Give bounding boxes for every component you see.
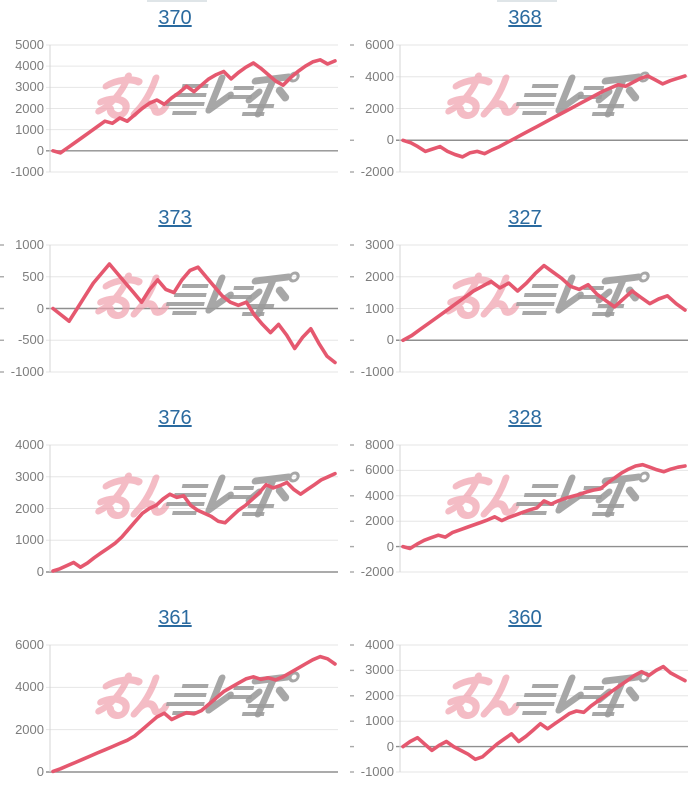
cropped-element-artifact	[497, 0, 557, 2]
edge-tick-artifact	[0, 244, 4, 246]
minrepo-watermark-icon	[98, 73, 299, 116]
machine-number-link[interactable]: 327	[508, 207, 542, 229]
profit-line	[401, 664, 687, 762]
edge-tick-artifact	[350, 695, 354, 697]
cropped-element-artifact	[147, 0, 207, 2]
chart-title: 328	[350, 407, 700, 430]
edge-tick-artifact	[350, 276, 354, 278]
edge-tick-artifact	[350, 444, 354, 446]
profit-line	[51, 654, 337, 774]
edge-tick-artifact	[350, 339, 354, 341]
machine-number-link[interactable]: 368	[508, 7, 542, 29]
line-chart-plot	[46, 444, 338, 573]
chart-card: 368 6000 4000 2000 0 -2000	[350, 0, 700, 200]
minrepo-watermark-icon	[448, 673, 649, 716]
chart-title: 373	[0, 207, 350, 230]
edge-tick-artifact	[350, 44, 354, 46]
edge-tick-artifact	[350, 669, 354, 672]
chart-title: 360	[350, 607, 700, 630]
edge-tick-artifact	[350, 545, 354, 548]
edge-tick-artifact	[350, 520, 354, 522]
line-chart-plot	[350, 44, 688, 173]
edge-tick-artifact	[350, 76, 354, 78]
line-chart-plot	[350, 444, 688, 573]
chart-card: 376 4000 3000 2000 1000 0	[0, 400, 350, 600]
edge-tick-artifact	[0, 371, 4, 373]
edge-tick-artifact	[350, 495, 354, 497]
chart-card: 360 4000 3000 2000 1000 0 -1000	[350, 600, 700, 800]
edge-tick-artifact	[350, 644, 354, 646]
chart-card: 361 6000 4000 2000 0	[0, 600, 350, 800]
edge-tick-artifact	[350, 107, 354, 110]
profit-line	[51, 471, 337, 573]
minrepo-watermark-icon	[448, 473, 649, 516]
profit-line	[401, 263, 687, 343]
line-chart-plot	[46, 644, 338, 774]
chart-card: 327 3000 2000 1000 0 -1000	[350, 200, 700, 400]
edge-tick-artifact	[350, 745, 354, 748]
machine-number-link[interactable]: 361	[158, 607, 192, 629]
edge-tick-artifact	[350, 371, 354, 373]
machine-number-link[interactable]: 360	[508, 607, 542, 629]
profit-line	[401, 74, 687, 159]
edge-tick-artifact	[0, 307, 4, 310]
chart-title: 361	[0, 607, 350, 630]
edge-tick-artifact	[350, 244, 354, 246]
chart-title: 327	[350, 207, 700, 230]
edge-tick-artifact	[350, 307, 354, 310]
line-chart-plot	[350, 644, 688, 773]
edge-tick-artifact	[350, 139, 354, 141]
chart-card: 370 5000 4000 3000 2000 1000 0 -1000	[0, 0, 350, 200]
profit-line	[51, 262, 337, 365]
line-chart-plot	[0, 244, 338, 373]
machine-number-link[interactable]: 370	[158, 7, 192, 29]
edge-tick-artifact	[350, 469, 354, 472]
machine-number-link[interactable]: 373	[158, 207, 192, 229]
machine-number-link[interactable]: 376	[158, 407, 192, 429]
line-chart-plot	[350, 244, 688, 373]
chart-title: 376	[0, 407, 350, 430]
line-chart-plot	[46, 44, 338, 173]
minrepo-watermark-icon	[448, 273, 649, 316]
edge-tick-artifact	[350, 171, 354, 173]
chart-title: 368	[350, 7, 700, 30]
machine-number-link[interactable]: 328	[508, 407, 542, 429]
edge-tick-artifact	[350, 571, 354, 573]
edge-tick-artifact	[350, 720, 354, 722]
profit-line	[401, 462, 687, 551]
profit-line	[51, 57, 337, 155]
chart-card: 328 8000 6000 4000 2000 0 -2000	[350, 400, 700, 600]
edge-tick-artifact	[0, 339, 4, 341]
chart-card: 373 1000 500 0 -500 -1000	[0, 200, 350, 400]
minrepo-watermark-icon	[448, 73, 649, 116]
minrepo-watermark-icon	[98, 273, 299, 316]
edge-tick-artifact	[350, 771, 354, 773]
chart-title: 370	[0, 7, 350, 30]
edge-tick-artifact	[0, 276, 4, 278]
